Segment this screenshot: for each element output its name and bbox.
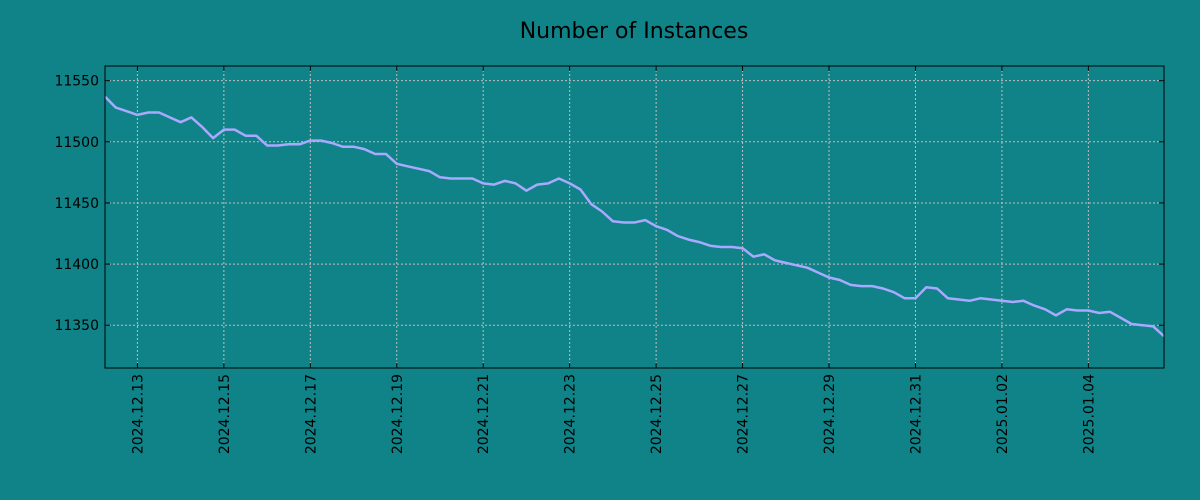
- series-layer: [104, 95, 1165, 338]
- x-tick-label: 2024.12.23: [563, 374, 579, 454]
- x-tick-label: 2025.01.04: [1081, 374, 1097, 454]
- y-tick-label: 11500: [54, 135, 99, 151]
- chart-title: Number of Instances: [520, 19, 749, 44]
- grid: [105, 66, 1164, 368]
- y-axis: 11350 11400 11450 11500 11550: [54, 74, 1164, 334]
- x-tick-label: 2024.12.15: [217, 374, 233, 454]
- x-tick-label: 2024.12.31: [908, 374, 924, 454]
- x-tick-label: 2024.12.19: [390, 374, 406, 454]
- y-tick-label: 11350: [54, 318, 99, 334]
- y-tick-label: 11550: [54, 74, 99, 90]
- x-tick-label: 2024.12.27: [736, 374, 752, 454]
- series-line: [104, 95, 1165, 338]
- plot-frame: [104, 65, 1165, 369]
- x-tick-label: 2024.12.25: [649, 374, 665, 454]
- x-tick-label: 2024.12.21: [476, 374, 492, 454]
- y-tick-label: 11450: [54, 196, 99, 212]
- y-tick-label: 11400: [54, 257, 99, 273]
- x-tick-label: 2024.12.13: [130, 374, 146, 454]
- x-tick-label: 2025.01.02: [995, 374, 1011, 454]
- x-tick-label: 2024.12.17: [303, 374, 319, 454]
- x-tick-label: 2024.12.29: [822, 374, 838, 454]
- x-axis: 2024.12.13 2024.12.15 2024.12.17 2024.12.19…: [130, 66, 1097, 454]
